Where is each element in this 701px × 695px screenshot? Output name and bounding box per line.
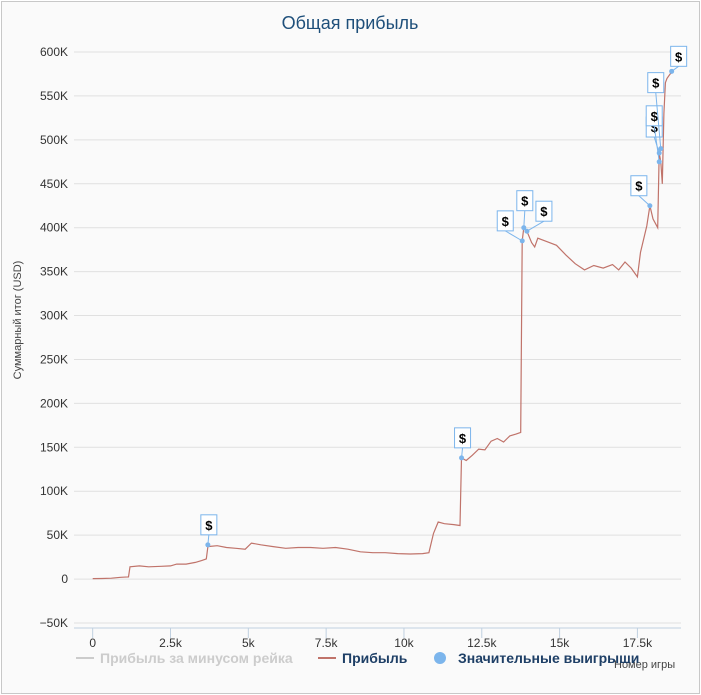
y-tick-label: 50K xyxy=(47,528,68,542)
flag-box xyxy=(496,210,514,232)
dollar-icon: $ xyxy=(635,179,643,194)
y-tick-label: 200K xyxy=(40,396,68,410)
dollar-icon: $ xyxy=(540,204,548,219)
series-line-profit[interactable] xyxy=(92,70,674,580)
flag-box xyxy=(535,200,553,222)
dollar-icon: $ xyxy=(521,194,529,209)
x-tick-label: 5k xyxy=(242,636,256,650)
gridlines xyxy=(74,51,681,624)
y-tick-label: 550K xyxy=(40,89,68,103)
dollar-icon: $ xyxy=(651,109,659,124)
y-tick-label: −50K xyxy=(40,616,68,630)
dollar-icon: $ xyxy=(502,214,510,229)
y-tick-label: 250K xyxy=(40,352,68,366)
flag-box xyxy=(200,514,218,536)
big-win-flag[interactable]: $ xyxy=(647,72,665,152)
plot-area xyxy=(92,70,674,580)
x-tick-label: 0 xyxy=(89,636,96,650)
big-win-flag[interactable]: $ xyxy=(630,175,653,209)
big-win-marker xyxy=(519,238,525,244)
dollar-icon: $ xyxy=(205,518,213,533)
y-tick-label: 600K xyxy=(40,45,68,59)
big-win-flag[interactable]: $ xyxy=(496,210,525,244)
big-win-marker xyxy=(459,455,465,461)
legend: Прибыль за минусом рейка Прибыль Значитель… xyxy=(76,650,639,666)
x-tick-label: 2.5k xyxy=(159,636,183,650)
flag-pole xyxy=(504,230,523,242)
big-win-marker xyxy=(647,203,653,209)
flag-box xyxy=(516,190,534,212)
y-tick-label: 350K xyxy=(40,265,68,279)
y-tick-label: 300K xyxy=(40,309,68,323)
big-win-marker xyxy=(658,146,664,152)
x-tick-label: 15k xyxy=(550,636,570,650)
x-axis: 0 2.5k 5k 7.5k 10k 12.5k 15k 17.5k xyxy=(74,627,681,650)
y-tick-label: 100K xyxy=(40,484,68,498)
y-tick-label: 500K xyxy=(40,133,68,147)
big-win-flag[interactable]: $ xyxy=(454,427,472,461)
big-win-flags: $$$$$$$$$$ xyxy=(200,45,688,548)
x-tick-label: 7.5k xyxy=(315,636,339,650)
y-axis-title: Суммарный итог (USD) xyxy=(12,261,24,380)
y-axis-ticks: −50K 0 50K 100K 150K 200K 250K 300K 350K 400K 450K… xyxy=(40,45,69,630)
flag-box xyxy=(454,427,472,449)
flag-pole xyxy=(655,92,662,149)
flag-pole xyxy=(526,220,545,232)
y-tick-label: 400K xyxy=(40,221,68,235)
big-win-flag[interactable]: $ xyxy=(516,190,534,231)
dollar-icon: $ xyxy=(459,431,467,446)
big-win-marker xyxy=(669,68,675,74)
flag-box xyxy=(647,72,665,94)
x-tick-label: 10k xyxy=(394,636,414,650)
x-tick-label: 17.5k xyxy=(623,636,653,650)
big-win-marker xyxy=(521,225,527,231)
x-axis-title: Номер игры xyxy=(614,659,675,671)
chart-title: Общая прибыль xyxy=(282,13,419,33)
flag-box xyxy=(630,175,648,197)
dollar-icon: $ xyxy=(652,76,660,91)
legend-label: Значительные выигрыши xyxy=(458,650,639,666)
big-win-marker xyxy=(656,159,662,165)
flag-pole xyxy=(523,210,526,228)
big-win-marker xyxy=(205,542,211,548)
dollar-icon: $ xyxy=(675,49,683,64)
legend-item[interactable]: Прибыль xyxy=(318,650,408,666)
legend-item[interactable]: Значительные выигрыши xyxy=(434,650,639,666)
legend-label: Прибыль за минусом рейка xyxy=(100,650,293,666)
big-win-flag[interactable]: $ xyxy=(200,514,218,548)
big-win-flag[interactable]: $ xyxy=(669,45,688,74)
x-tick-label: 12.5k xyxy=(467,636,497,650)
flag-box xyxy=(670,45,688,67)
y-tick-label: 450K xyxy=(40,177,68,191)
y-tick-label: 150K xyxy=(40,440,68,454)
flag-pole xyxy=(653,125,660,162)
y-tick-label: 0 xyxy=(61,572,68,586)
legend-circle-symbol xyxy=(434,652,446,664)
legend-item[interactable]: Прибыль за минусом рейка xyxy=(76,650,293,666)
legend-label: Прибыль xyxy=(342,650,408,666)
big-win-flag[interactable]: $ xyxy=(524,200,553,234)
big-win-marker xyxy=(524,228,530,234)
